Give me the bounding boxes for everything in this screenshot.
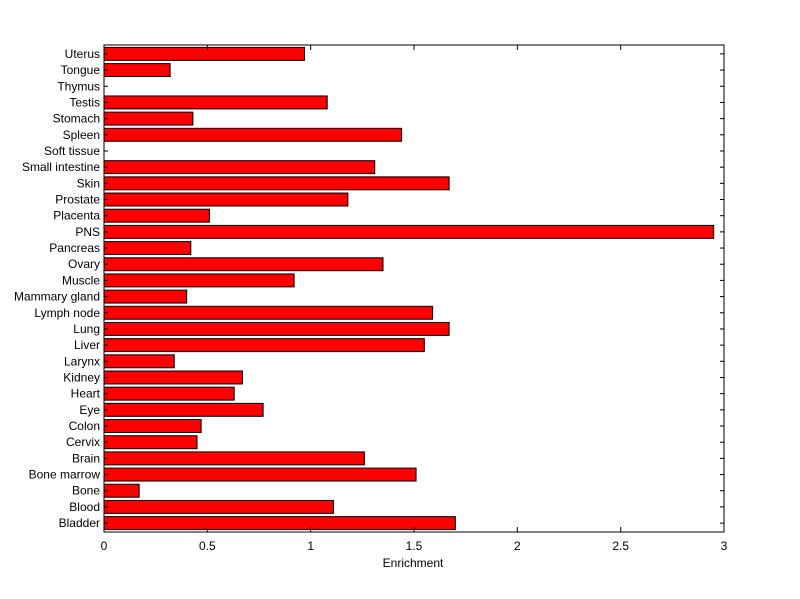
category-label: Eye xyxy=(79,403,100,417)
category-label: Spleen xyxy=(63,128,100,142)
bar-placenta xyxy=(103,208,210,223)
category-label: Pancreas xyxy=(49,241,100,255)
category-label: Soft tissue xyxy=(44,144,100,158)
bar-prostate xyxy=(103,192,349,207)
category-label: Mammary gland xyxy=(14,290,100,304)
category-label: Small intestine xyxy=(22,160,100,174)
bar-mammary-gland xyxy=(103,289,188,304)
category-label: Tongue xyxy=(61,63,101,77)
category-label: Lymph node xyxy=(34,306,100,320)
category-label: Ovary xyxy=(68,257,100,271)
bar-tongue xyxy=(103,63,171,78)
category-labels: Uterus Tongue Thymus Testis Stomach Spleen Sof… xyxy=(14,47,101,530)
category-label: Larynx xyxy=(64,354,100,368)
x-tick-label: 0 xyxy=(101,539,108,553)
bar-ovary xyxy=(103,257,384,272)
bar-eye xyxy=(103,402,264,417)
x-axis-label: Enrichment xyxy=(383,556,444,570)
bar-uterus xyxy=(103,46,305,61)
category-label: Colon xyxy=(69,419,100,433)
category-label: Uterus xyxy=(65,47,100,61)
bar-bladder xyxy=(103,516,456,531)
category-label: PNS xyxy=(75,225,100,239)
bar-kidney xyxy=(103,370,243,385)
bar-muscle xyxy=(103,273,295,288)
bar-pns xyxy=(103,224,715,239)
bar-lung xyxy=(103,321,450,336)
category-label: Kidney xyxy=(63,370,100,384)
category-label: Heart xyxy=(71,387,101,401)
bar-cervix xyxy=(103,435,198,450)
category-label: Blood xyxy=(69,500,100,514)
category-label: Bone marrow xyxy=(29,468,101,482)
x-tick-label: 2 xyxy=(514,539,521,553)
x-tick-label: 3 xyxy=(721,539,728,553)
x-tick-labels: 0 0.5 1 1.5 2 2.5 3 xyxy=(101,539,728,553)
category-label: Stomach xyxy=(53,112,100,126)
category-label: Thymus xyxy=(57,79,100,93)
x-tick-label: 1.5 xyxy=(406,539,423,553)
category-label: Testis xyxy=(69,95,100,109)
category-label: Skin xyxy=(77,176,100,190)
x-tick-label: 0.5 xyxy=(199,539,216,553)
bar-pancreas xyxy=(103,241,192,256)
category-label: Muscle xyxy=(62,273,100,287)
category-label: Cervix xyxy=(66,435,100,449)
category-label: Brain xyxy=(72,451,100,465)
category-label: Prostate xyxy=(55,193,100,207)
x-tick-label: 2.5 xyxy=(612,539,629,553)
bar-colon xyxy=(103,419,202,433)
bar-blood xyxy=(103,499,334,514)
bars-group xyxy=(103,46,715,531)
bar-bone-marrow xyxy=(103,467,417,482)
bar-small-intestine xyxy=(103,160,376,175)
bar-spleen xyxy=(103,127,403,142)
bar-testis xyxy=(103,95,328,110)
category-label: Lung xyxy=(73,322,100,336)
bar-skin xyxy=(103,176,450,191)
bar-brain xyxy=(103,451,365,466)
x-tick-label: 1 xyxy=(307,539,314,553)
category-label: Bladder xyxy=(59,516,100,530)
bar-stomach xyxy=(103,111,194,126)
bar-liver xyxy=(103,338,425,353)
ticks-group xyxy=(103,45,725,532)
bar-heart xyxy=(103,386,235,401)
category-label: Liver xyxy=(74,338,100,352)
bar-lymph-node xyxy=(103,305,434,320)
bar-bone xyxy=(103,483,140,498)
category-label: Bone xyxy=(72,484,100,498)
bar-larynx xyxy=(103,354,175,369)
category-label: Placenta xyxy=(53,209,100,223)
